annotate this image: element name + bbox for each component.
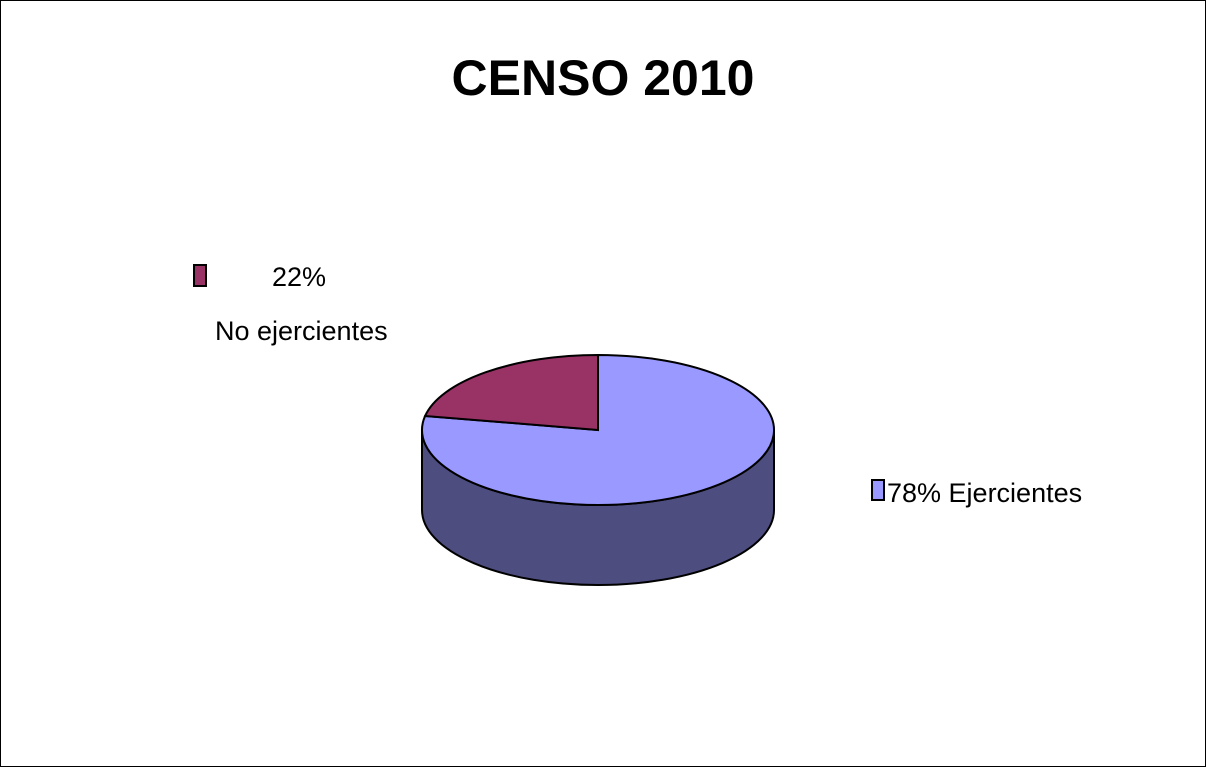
label-ejercientes: 78% Ejercientes	[871, 478, 1082, 508]
pie-layer	[421, 353, 775, 586]
legend-key-no-ejercientes	[193, 264, 207, 287]
pct-label-no-ejercientes: 22%	[272, 262, 326, 292]
label-no-ejercientes: 22% No ejercientes	[193, 262, 388, 346]
pie-slice-no-ejercientes	[423, 353, 599, 432]
chart-title: CENSO 2010	[452, 50, 755, 106]
pie-slice-ejercientes	[421, 353, 775, 506]
name-label-no-ejercientes: No ejercientes	[215, 316, 388, 346]
name-label-ejercientes: 78% Ejercientes	[887, 478, 1082, 508]
legend-key-ejercientes	[871, 479, 885, 501]
